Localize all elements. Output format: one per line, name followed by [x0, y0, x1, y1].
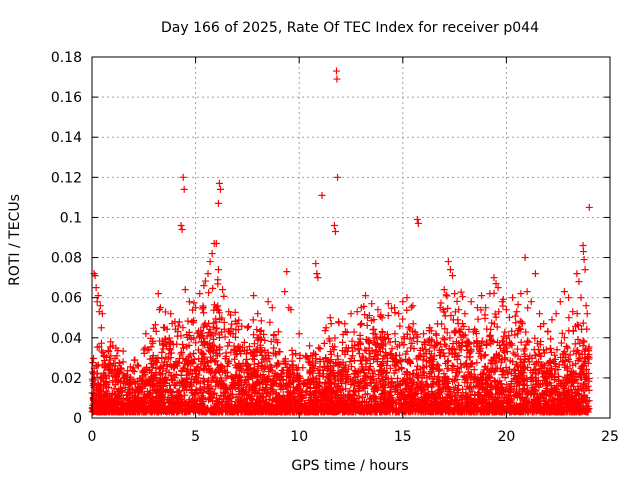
- data-point: [389, 345, 396, 352]
- data-point: [120, 348, 127, 355]
- data-point: [351, 329, 358, 336]
- data-point: [202, 320, 209, 327]
- data-point: [512, 313, 519, 320]
- data-point: [266, 319, 273, 326]
- data-point: [409, 302, 416, 309]
- data-point: [583, 326, 590, 333]
- data-point: [94, 370, 101, 377]
- data-point: [467, 353, 474, 360]
- data-point: [385, 335, 392, 342]
- data-point: [224, 343, 231, 350]
- data-point: [564, 344, 571, 351]
- data-point: [358, 320, 365, 327]
- data-point: [558, 339, 565, 346]
- data-point: [220, 293, 227, 300]
- data-point: [135, 363, 142, 370]
- data-point: [443, 292, 450, 299]
- data-point: [258, 317, 265, 324]
- data-point: [506, 314, 513, 321]
- data-point: [226, 339, 233, 346]
- data-point: [512, 319, 519, 326]
- data-point: [328, 320, 335, 327]
- data-point: [222, 350, 229, 357]
- data-point: [407, 344, 414, 351]
- data-point: [364, 322, 371, 329]
- data-point: [276, 348, 283, 355]
- data-point: [410, 335, 417, 342]
- data-point: [250, 316, 257, 323]
- data-point: [190, 299, 197, 306]
- data-point: [317, 345, 324, 352]
- data-point: [377, 313, 384, 320]
- data-point: [392, 338, 399, 345]
- data-point: [158, 349, 165, 356]
- data-point: [452, 329, 459, 336]
- data-point: [499, 303, 506, 310]
- data-point: [437, 300, 444, 307]
- data-point: [408, 304, 415, 311]
- data-point: [438, 321, 445, 328]
- data-point: [475, 316, 482, 323]
- data-point: [297, 352, 304, 359]
- data-point: [547, 345, 554, 352]
- data-point: [501, 329, 508, 336]
- data-point: [210, 336, 217, 343]
- data-point: [187, 352, 194, 359]
- data-point: [289, 347, 296, 354]
- data-point: [399, 316, 406, 323]
- data-point: [179, 324, 186, 331]
- data-point: [391, 330, 398, 337]
- data-point: [131, 368, 138, 375]
- data-point: [152, 321, 159, 328]
- data-point: [162, 308, 169, 315]
- data-point: [241, 339, 248, 346]
- data-point: [205, 289, 212, 296]
- data-point: [459, 293, 466, 300]
- data-point: [454, 298, 461, 305]
- data-point: [547, 336, 554, 343]
- data-point: [214, 302, 221, 309]
- data-point: [268, 338, 275, 345]
- data-point: [483, 326, 490, 333]
- data-point: [339, 339, 346, 346]
- data-point: [458, 289, 465, 296]
- data-point: [315, 344, 322, 351]
- data-point: [209, 285, 216, 292]
- data-point: [90, 355, 97, 362]
- data-point: [385, 312, 392, 319]
- data-point: [245, 323, 252, 330]
- data-point: [524, 304, 531, 311]
- data-point: [190, 319, 197, 326]
- data-point: [290, 362, 297, 369]
- data-point: [537, 338, 544, 345]
- data-point: [202, 278, 209, 285]
- data-point: [214, 280, 221, 287]
- data-point: [565, 327, 572, 334]
- data-point: [581, 338, 588, 345]
- data-point: [403, 307, 410, 314]
- data-point: [270, 344, 277, 351]
- data-point: [357, 321, 364, 328]
- data-point: [482, 351, 489, 358]
- data-point: [235, 317, 242, 324]
- data-point: [546, 358, 553, 365]
- data-points: [89, 68, 593, 416]
- data-point: [190, 350, 197, 357]
- data-point: [524, 337, 531, 344]
- data-point: [515, 301, 522, 308]
- data-point: [510, 350, 517, 357]
- data-point: [405, 324, 412, 331]
- chart-title: Day 166 of 2025, Rate Of TEC Index for r…: [161, 20, 539, 36]
- data-point: [184, 318, 191, 325]
